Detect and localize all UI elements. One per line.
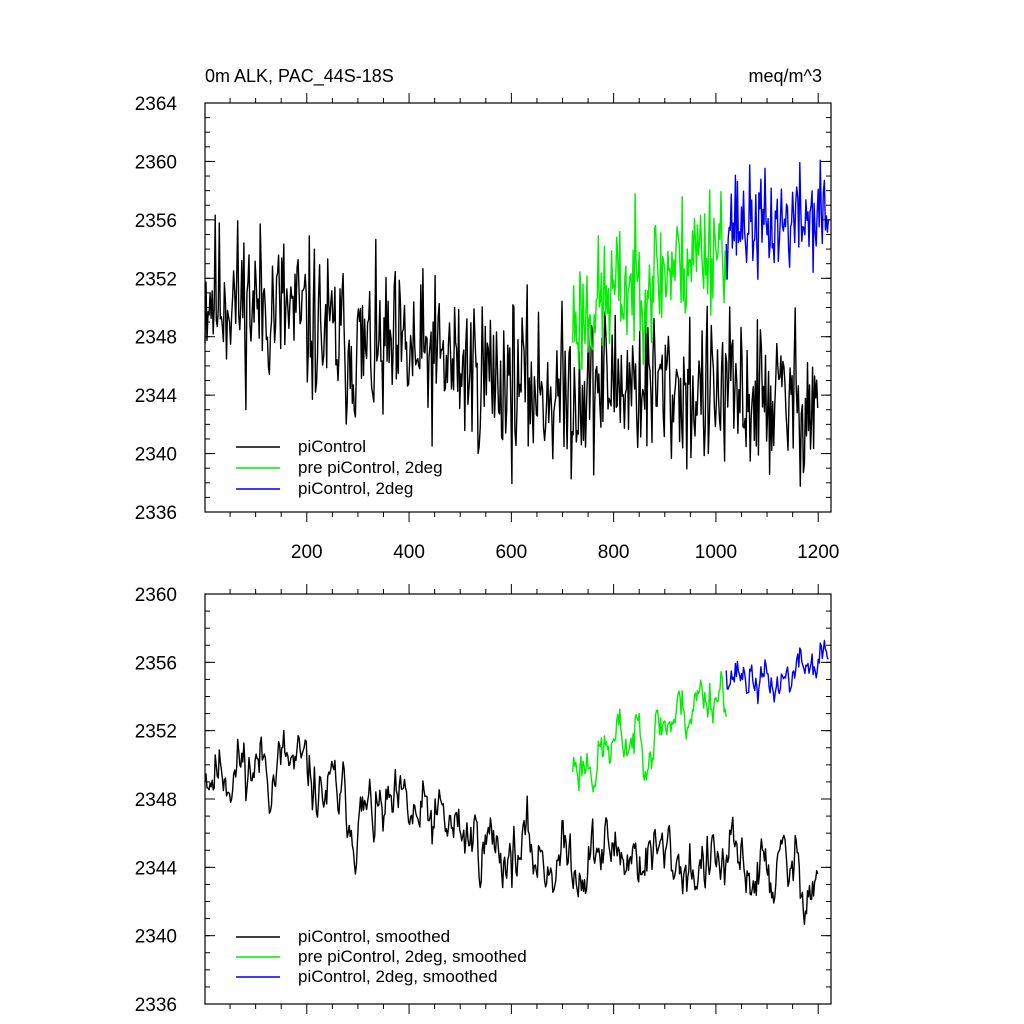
- top-legend: piControl pre piControl, 2deg piControl, 2…: [236, 437, 443, 498]
- legend-label: piControl, 2deg, smoothed: [298, 967, 497, 986]
- y-tick-label: 2352: [135, 722, 177, 743]
- bottom-plot-frame: [204, 593, 832, 1005]
- legend-label: pre piControl, 2deg, smoothed: [298, 947, 527, 966]
- x-tick-label: 400: [393, 542, 425, 563]
- bottom-axis-ticks: 2336 2340 2344 2348 2352 2356 2360: [135, 584, 831, 1016]
- y-tick-label: 2352: [135, 269, 177, 290]
- x-tick-label: 200: [291, 542, 323, 563]
- y-tick-label: 2340: [135, 927, 177, 948]
- top-axis-ticks: 2336 2340 2344 2348 2352 2356 2360 2364 200 400 60…: [135, 93, 839, 563]
- legend-label: piControl, 2deg: [298, 479, 413, 498]
- series-line-2: [572, 670, 727, 793]
- y-tick-label: 2336: [135, 503, 177, 524]
- y-tick-label: 2360: [135, 585, 177, 606]
- x-tick-label: 1000: [695, 542, 737, 563]
- top-plot-frame: [204, 102, 832, 513]
- series-line-2: [572, 189, 727, 371]
- y-tick-label: 2344: [135, 386, 178, 407]
- bottom-panel: 2336 2340 2344 2348 2352 2356 2360 piControl, …: [135, 584, 832, 1016]
- y-tick-label: 2348: [135, 790, 177, 811]
- series-line-3: [725, 159, 830, 280]
- series-line-1: [204, 729, 819, 925]
- legend-label: piControl: [298, 437, 366, 456]
- y-tick-label: 2356: [135, 653, 177, 674]
- top-chart-title: 0m ALK, PAC_44S-18S: [205, 66, 394, 87]
- y-tick-label: 2340: [135, 445, 177, 466]
- legend-label: pre piControl, 2deg: [298, 458, 443, 477]
- y-tick-label: 2348: [135, 328, 177, 349]
- y-tick-label: 2356: [135, 211, 177, 232]
- y-tick-label: 2364: [135, 94, 178, 115]
- top-panel: 0m ALK, PAC_44S-18S meq/m^3 2336 2340 2344…: [135, 66, 840, 563]
- y-tick-label: 2344: [135, 858, 178, 879]
- top-chart-units: meq/m^3: [749, 66, 822, 86]
- y-tick-label: 2360: [135, 152, 177, 173]
- x-tick-label: 600: [495, 542, 527, 563]
- x-tick-label: 800: [598, 542, 630, 563]
- series-line-1: [204, 214, 819, 487]
- series-line-3: [725, 639, 829, 705]
- legend-label: piControl, smoothed: [298, 927, 450, 946]
- top-series-group: [204, 159, 830, 487]
- bottom-series-group: [204, 639, 829, 925]
- x-tick-label: 1200: [797, 542, 839, 563]
- y-tick-label: 2336: [135, 995, 177, 1016]
